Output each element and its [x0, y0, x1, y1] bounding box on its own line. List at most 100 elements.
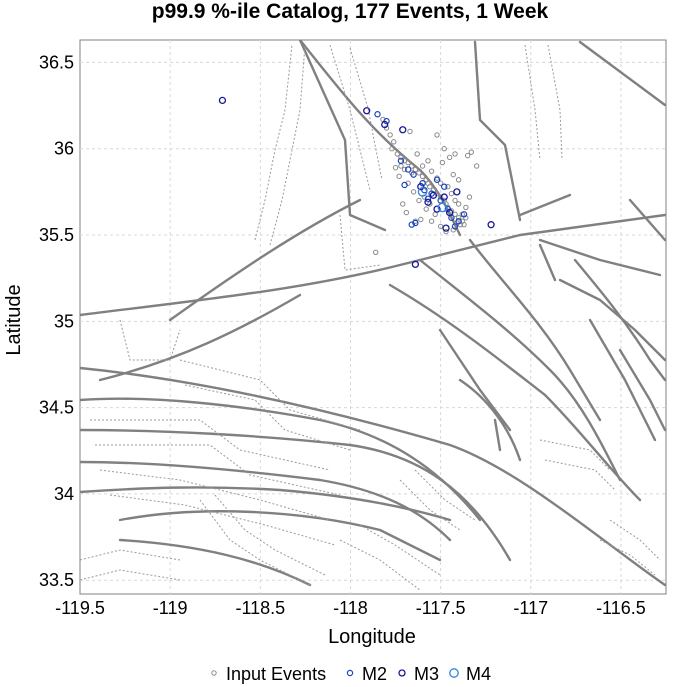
event-point-input-events — [452, 197, 458, 204]
plot-area — [79, 39, 667, 595]
fault-dip-8 — [99, 469, 331, 521]
y-tick-label: 33.5 — [39, 570, 74, 590]
legend-label: Input Events — [226, 664, 326, 684]
event-point-input-events — [468, 149, 474, 155]
x-axis-label: Longitude — [328, 626, 416, 648]
event-point-m3 — [453, 188, 461, 196]
event-point-m3 — [381, 120, 389, 129]
legend-label: M4 — [466, 664, 491, 684]
fault-white-wolf — [168, 198, 362, 322]
event-point-input-events — [403, 209, 410, 216]
fault-dip-9 — [199, 499, 311, 586]
event-point-input-events — [425, 158, 431, 164]
fault-east-1 — [628, 198, 666, 242]
event-point-input-events — [407, 128, 413, 135]
y-tick-label: 36 — [54, 139, 74, 159]
fault-dip-13b — [80, 569, 181, 581]
event-point-m2 — [441, 183, 448, 190]
x-tick-label: -116.5 — [596, 598, 646, 618]
event-point-m4 — [437, 202, 448, 213]
event-markers — [218, 96, 495, 269]
event-point-input-events — [445, 183, 451, 190]
event-point-m3 — [399, 126, 407, 134]
fault-dip-10 — [339, 539, 421, 591]
fault-dip-6 — [179, 359, 361, 431]
event-point-input-events — [461, 221, 467, 228]
event-point-input-events — [437, 194, 444, 200]
event-point-input-events — [434, 132, 440, 138]
fault-east-2 — [493, 418, 502, 452]
event-point-m3 — [417, 183, 425, 191]
event-point-m2 — [455, 218, 462, 225]
event-point-input-events — [455, 201, 462, 207]
event-point-input-events — [450, 171, 456, 178]
fault-mojave-2 — [418, 258, 622, 482]
fault-big-pine — [98, 293, 302, 382]
event-point-input-events — [373, 249, 379, 255]
legend-marker — [449, 668, 459, 678]
y-tick-label: 36.5 — [39, 52, 74, 72]
fault-mojave-1 — [388, 283, 642, 502]
event-point-m2 — [374, 111, 381, 118]
event-point-input-events — [409, 163, 415, 169]
event-point-input-events — [389, 146, 395, 152]
event-point-m2 — [410, 171, 417, 178]
fault-mojave-11 — [458, 378, 522, 462]
event-point-input-events — [409, 170, 415, 176]
event-point-m2 — [401, 181, 408, 189]
event-point-input-events — [446, 154, 453, 161]
event-point-m2 — [397, 157, 405, 165]
event-point-input-events — [439, 159, 446, 166]
event-point-input-events — [391, 139, 397, 145]
fault-mojave-3 — [468, 238, 602, 422]
event-point-input-events — [428, 168, 435, 174]
event-point-input-events — [400, 201, 406, 207]
event-point-m2 — [424, 195, 432, 202]
fault-sierra-front — [298, 40, 387, 232]
event-point-input-events — [441, 146, 447, 152]
fault-dip-2b — [349, 47, 383, 181]
event-point-m4 — [417, 187, 428, 197]
event-point-m2 — [408, 221, 415, 228]
event-point-input-events — [416, 197, 422, 204]
x-tick-label: -117 — [513, 598, 548, 618]
event-point-m3 — [218, 96, 227, 105]
x-tick-label: -117.5 — [416, 598, 466, 618]
event-point-input-events — [466, 194, 473, 200]
event-point-input-events — [423, 206, 429, 212]
fault-dip-12 — [609, 519, 661, 561]
x-tick-label: -119 — [153, 598, 188, 618]
event-point-input-events — [428, 218, 435, 224]
fault-dip-10b — [359, 524, 441, 576]
event-point-m3 — [487, 221, 495, 229]
event-point-input-events — [419, 163, 426, 169]
legend: Input Events M2 M3 M4 — [211, 664, 491, 684]
event-point-m2 — [460, 211, 468, 218]
event-point-m3 — [445, 208, 454, 217]
fault-mojave-12 — [438, 328, 512, 432]
fault-dip-2 — [329, 44, 371, 191]
event-point-input-events — [455, 215, 462, 221]
y-tick-label: 34 — [54, 484, 74, 504]
event-point-input-events — [392, 165, 399, 171]
fault-garlock — [80, 213, 666, 317]
event-point-input-events — [427, 183, 433, 190]
y-axis-label: Latitude — [3, 284, 25, 355]
fault-dip-7b — [95, 444, 341, 496]
fault-mojave-9 — [588, 318, 657, 442]
x-tick-labels: -119.5 -119 -118.5 -118 -117.5 -117 -116.5 — [55, 598, 646, 618]
event-point-m3 — [433, 205, 441, 213]
event-point-input-events — [463, 204, 469, 211]
fault-mojave-8 — [538, 243, 557, 282]
fault-dip-9b — [214, 494, 326, 576]
event-point-input-events — [443, 228, 449, 235]
y-tick-label: 35.5 — [39, 225, 74, 245]
legend-marker — [211, 670, 217, 676]
event-point-input-events — [464, 152, 471, 159]
event-point-m3 — [363, 107, 371, 115]
fault-dip-1 — [254, 44, 293, 241]
event-point-input-events — [398, 154, 404, 161]
fault-dip-6b — [184, 384, 351, 451]
fault-dip-11 — [539, 439, 611, 471]
